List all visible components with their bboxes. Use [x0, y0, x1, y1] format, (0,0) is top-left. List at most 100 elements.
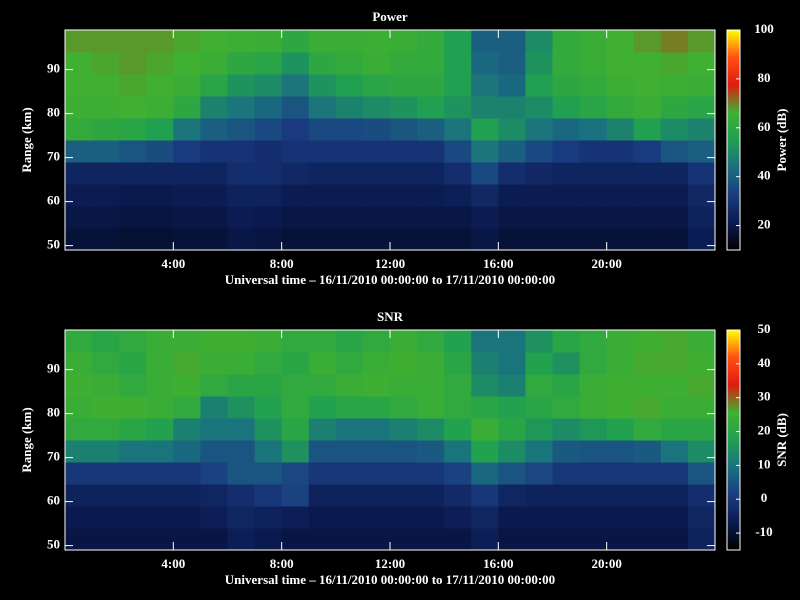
heatmap-cell: [65, 396, 93, 419]
heatmap-cell: [281, 118, 310, 141]
heatmap-cell: [579, 484, 608, 507]
heatmap-cell: [498, 374, 526, 397]
colorbar-segment: [727, 358, 740, 361]
colorbar-segment: [727, 132, 740, 135]
y-tick-label: 70: [47, 149, 60, 164]
heatmap-cell: [65, 228, 93, 251]
heatmap-cell: [254, 418, 283, 441]
colorbar-segment: [727, 124, 740, 127]
colorbar-segment: [727, 94, 740, 97]
colorbar-segment: [727, 352, 740, 355]
chart-title: Power: [372, 9, 408, 24]
heatmap-cell: [498, 228, 526, 251]
colorbar-segment: [727, 74, 740, 77]
colorbar-segment: [727, 54, 740, 57]
heatmap-cell: [525, 440, 553, 463]
colorbar-segment: [727, 494, 740, 497]
colorbar-segment: [727, 34, 740, 37]
colorbar-segment: [727, 468, 740, 471]
heatmap-cell: [687, 418, 716, 441]
colorbar-segment: [727, 336, 740, 339]
heatmap-cell: [660, 528, 689, 551]
colorbar-segment: [727, 182, 740, 185]
heatmap-cell: [335, 440, 364, 463]
heatmap-cell: [606, 52, 635, 75]
colorbar-segment: [727, 366, 740, 369]
heatmap-cell: [606, 30, 635, 53]
heatmap-cell: [633, 206, 662, 229]
heatmap-cell: [362, 118, 391, 141]
heatmap-cell: [525, 118, 553, 141]
heatmap-cell: [362, 184, 391, 207]
colorbar-segment: [727, 242, 740, 245]
heatmap-cell: [362, 330, 391, 353]
heatmap-cell: [525, 96, 553, 119]
heatmap-cell: [173, 140, 201, 163]
heatmap-cell: [417, 206, 445, 229]
heatmap-cell: [660, 484, 689, 507]
heatmap-cell: [227, 140, 256, 163]
colorbar-segment: [727, 340, 740, 343]
heatmap-cell: [606, 140, 635, 163]
heatmap-cell: [579, 440, 608, 463]
heatmap-cell: [687, 374, 716, 397]
heatmap-cell: [281, 462, 310, 485]
heatmap-cell: [254, 140, 283, 163]
colorbar-segment: [727, 80, 740, 83]
heatmap-cell: [390, 374, 418, 397]
heatmap-cells: [65, 30, 716, 251]
heatmap-cell: [308, 440, 337, 463]
heatmap-cell: [308, 228, 337, 251]
heatmap-cell: [335, 96, 364, 119]
colorbar-segment: [727, 52, 740, 55]
colorbar-segment: [727, 200, 740, 203]
colorbar-segment: [727, 446, 740, 449]
heatmap-cell: [362, 528, 391, 551]
colorbar-segment: [727, 220, 740, 223]
heatmap-cell: [308, 330, 337, 353]
heatmap-cell: [362, 396, 391, 419]
heatmap-cell: [498, 52, 526, 75]
heatmap-cell: [281, 528, 310, 551]
heatmap-cell: [281, 228, 310, 251]
heatmap-cell: [471, 206, 499, 229]
heatmap-cell: [308, 52, 337, 75]
colorbar-segment: [727, 464, 740, 467]
colorbar-segment: [727, 148, 740, 151]
heatmap-cell: [633, 74, 662, 97]
heatmap-cell: [173, 118, 201, 141]
heatmap-cell: [552, 396, 581, 419]
colorbar-segment: [727, 444, 740, 447]
heatmap-cell: [552, 462, 581, 485]
heatmap-cell: [471, 374, 499, 397]
colorbar-segment: [727, 386, 740, 389]
colorbar-segment: [727, 536, 740, 539]
colorbar-segment: [727, 442, 740, 445]
heatmap-cell: [200, 228, 228, 251]
heatmap-cell: [308, 396, 337, 419]
heatmap-cell: [65, 352, 93, 375]
heatmap-cell: [444, 396, 472, 419]
heatmap-cell: [335, 140, 364, 163]
y-tick-label: 60: [47, 193, 60, 208]
colorbar-segment: [727, 466, 740, 469]
heatmap-cell: [579, 462, 608, 485]
heatmap-cell: [173, 396, 201, 419]
heatmap-cell: [92, 118, 120, 141]
colorbar-segment: [727, 36, 740, 39]
heatmap-cell: [660, 74, 689, 97]
heatmap-cell: [119, 206, 147, 229]
heatmap-cell: [498, 74, 526, 97]
heatmap-cell: [308, 30, 337, 53]
heatmap-cell: [498, 118, 526, 141]
heatmap-cell: [687, 396, 716, 419]
colorbar-segment: [727, 78, 740, 81]
colorbar-segment: [727, 544, 740, 547]
heatmap-cell: [200, 206, 228, 229]
colorbar-segment: [727, 420, 740, 423]
colorbar-segment: [727, 510, 740, 513]
colorbar-segment: [727, 498, 740, 501]
colorbar-segment: [727, 170, 740, 173]
colorbar-segment: [727, 338, 740, 341]
heatmap-cell: [146, 462, 174, 485]
